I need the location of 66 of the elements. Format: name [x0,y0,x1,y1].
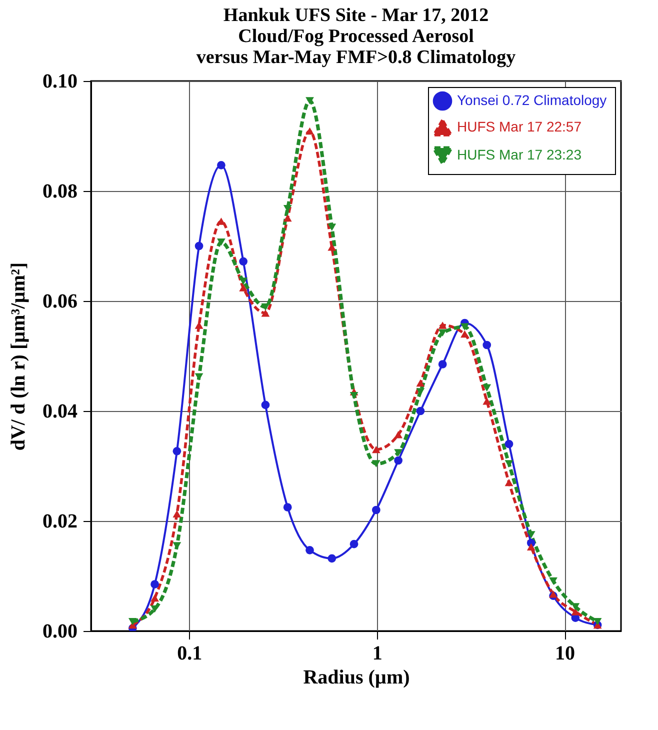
legend-label: Yonsei 0.72 Climatology [457,92,607,108]
point [416,388,425,396]
point [504,478,514,486]
point [416,406,425,416]
point [394,456,402,465]
point [460,330,469,338]
point [239,257,248,266]
point [261,309,270,317]
point [217,238,226,246]
point [128,618,137,626]
point [526,531,536,538]
point [194,373,204,381]
point [194,242,204,250]
chart-title: Hankuk UFS Site - Mar 17, 2012 Cloud/Fog Processed Aerosol versus Mar-May FMF>0.8 Climatology [196,5,516,68]
point [526,543,536,550]
point [217,160,226,170]
point [482,397,492,405]
point [239,278,248,285]
point [194,322,204,329]
point [306,546,314,554]
point [261,303,270,311]
point [372,446,380,454]
point [306,127,314,135]
point [261,400,270,410]
legend-label: HUFS Mar 17 22:57 [457,118,582,134]
point [150,580,159,588]
point [416,379,425,387]
point [571,603,580,610]
point [460,323,469,330]
point [482,340,492,350]
point [504,440,514,448]
y-tick-label: 0.00 [42,620,78,642]
point [482,384,492,392]
y-tick-label: 0.06 [42,290,78,312]
point [328,554,336,563]
point [438,329,447,337]
x-axis-title: Radius (µm) [303,666,410,688]
point [372,506,380,514]
y-tick-label: 0.04 [42,400,78,422]
point [283,503,292,512]
point [239,284,248,292]
point [172,446,182,456]
point [394,449,402,456]
point [394,431,402,438]
y-tick-label: 0.02 [42,510,78,532]
point [328,224,336,231]
y-tick-label: 0.08 [42,180,78,202]
point [438,360,447,368]
point [571,608,580,616]
point [283,214,292,222]
x-tick-label: 1 [372,642,382,664]
point [350,540,358,548]
point [172,510,182,518]
x-tick-label: 0.1 [177,642,202,664]
y-tick-label: 0.10 [42,70,78,92]
point [306,97,314,104]
point [350,392,358,400]
point [372,460,380,468]
point [150,594,159,602]
legend-label: HUFS Mar 17 23:23 [457,146,582,162]
point [504,460,514,468]
x-tick-label: 10 [555,642,575,664]
point [438,322,447,329]
point [172,542,182,550]
y-axis-title: dV/ d (ln r) [µm³/µm²] [8,262,30,451]
point [549,577,558,585]
